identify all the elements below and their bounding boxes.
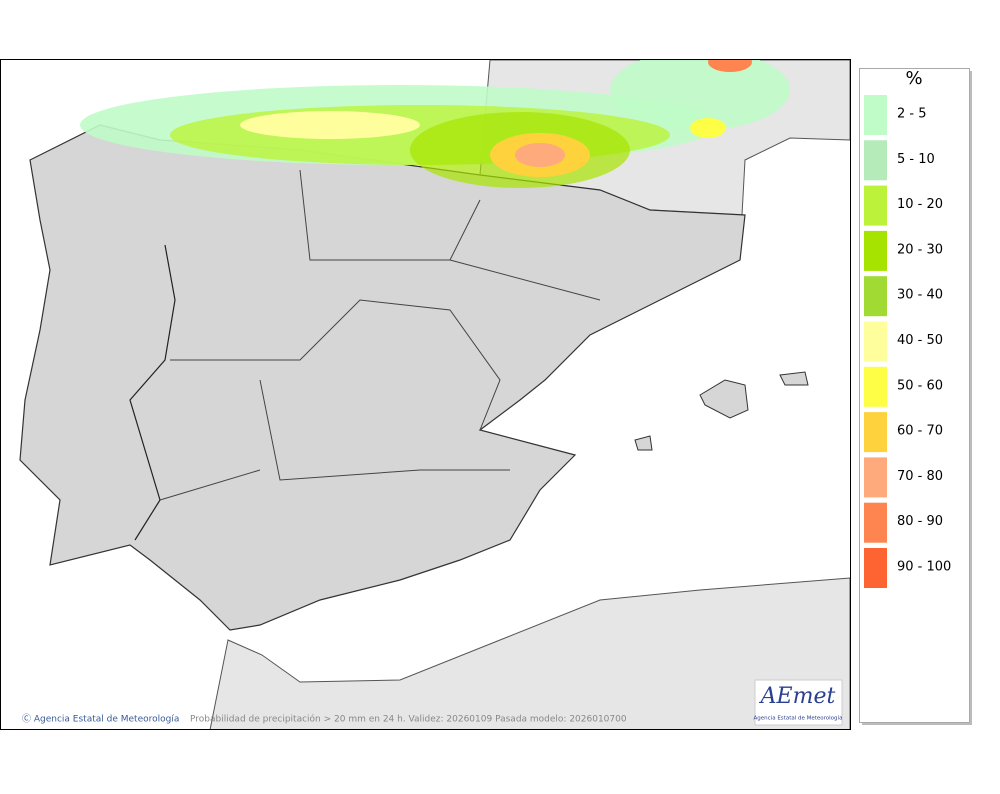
legend-label: 60 - 70 — [897, 424, 943, 439]
region-borders — [159, 169, 601, 501]
legend-swatch — [864, 276, 887, 317]
legend-label: 70 - 80 — [897, 469, 943, 484]
legend-swatch — [864, 230, 887, 271]
iberia — [19, 124, 746, 631]
caption: Probabilidad de precipitación > 20 mm en… — [190, 714, 627, 725]
legend-swatch — [864, 502, 887, 543]
legend-label: 40 - 50 — [897, 333, 943, 348]
precipitation — [80, 60, 790, 188]
legend-label: 10 - 20 — [897, 197, 943, 212]
credit: Ⓒ Agencia Estatal de Meteorología — [22, 714, 179, 725]
map — [1, 60, 850, 729]
legend-label: 5 - 10 — [897, 152, 935, 167]
legend-swatch — [864, 457, 887, 498]
legend-label: 30 - 40 — [897, 288, 943, 303]
legend-label: 2 - 5 — [897, 107, 927, 122]
legend-swatch — [864, 140, 887, 181]
africa — [209, 577, 850, 729]
legend-swatch — [864, 95, 887, 135]
legend-swatch — [864, 321, 887, 362]
legend-swatch — [864, 548, 887, 588]
map-frame — [0, 59, 851, 730]
border-portugal — [129, 244, 176, 541]
logo-subtitle: Agencia Estatal de Meteorología — [754, 715, 843, 722]
legend-label: 90 - 100 — [897, 560, 951, 575]
legend-swatch — [864, 185, 887, 226]
logo: AEmet — [759, 684, 836, 709]
legend-swatch — [864, 412, 887, 453]
legend-title: % — [905, 68, 922, 89]
legend-swatch — [864, 366, 887, 407]
legend-label: 20 - 30 — [897, 242, 943, 257]
legend-label: 50 - 60 — [897, 378, 943, 393]
legend-label: 80 - 90 — [897, 514, 943, 529]
balearics — [634, 371, 809, 451]
logo-box — [754, 679, 843, 726]
